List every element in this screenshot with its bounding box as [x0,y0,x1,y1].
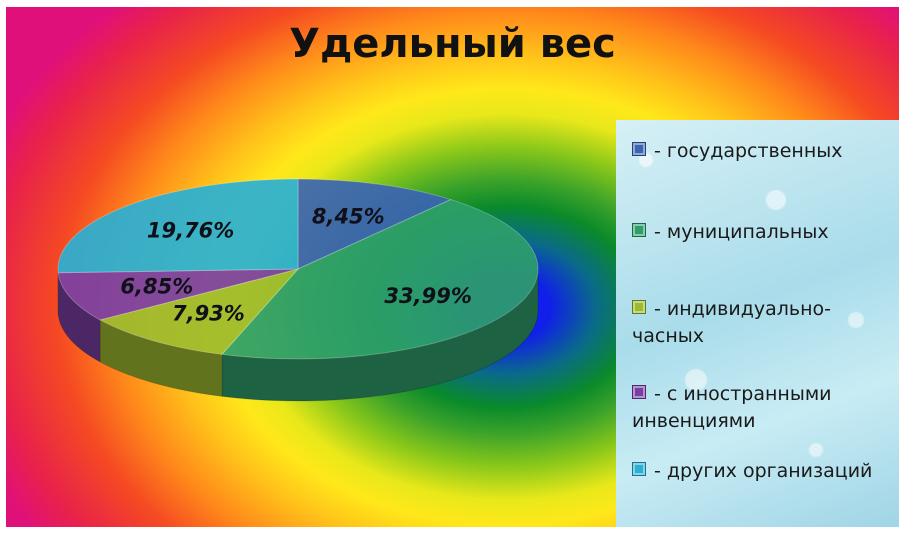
legend-swatch [632,223,646,237]
legend-item-individual: - индивидуально- часных [632,296,894,350]
legend: - государственных - муниципальных - инди… [616,120,899,527]
legend-swatch [632,462,646,476]
legend-swatch [632,142,646,156]
pie-slice-4 [57,178,299,274]
pie-label-3: 6,85% [120,275,193,299]
pie-tops [57,178,539,360]
legend-label: - муниципальных [654,221,829,243]
legend-item-municipal: - муниципальных [632,219,894,246]
legend-label-continued: часных [632,325,704,347]
pie-slice-2 [98,268,300,355]
legend-swatch [632,300,646,314]
legend-label: - государственных [654,140,843,162]
pie-label-1: 33,99% [384,284,471,308]
pie-slice-3 [57,268,299,321]
legend-label: - индивидуально- [654,298,831,320]
chart-area: Удельный вес 8,45% 33,99% 7,93% 6,85% 19,76%… [6,7,899,527]
legend-item-other: - других организаций [632,458,894,485]
pie-label-2: 7,93% [172,302,245,326]
legend-swatch [632,385,646,399]
pie-labels: 8,45% 33,99% 7,93% 6,85% 19,76% [120,204,471,325]
pie-slice-1 [220,199,539,360]
pie-slice-0 [297,178,453,270]
chart-title: Удельный вес [289,21,616,67]
legend-label-continued: инвенциями [632,410,756,432]
legend-item-state: - государственных [632,138,894,165]
pie-label-4: 19,76% [147,218,234,242]
pie-chart: 8,45% 33,99% 7,93% 6,85% 19,76% [57,178,539,402]
legend-label: - с иностранными [654,383,832,405]
legend-label: - других организаций [654,460,873,482]
pie-label-0: 8,45% [312,204,385,228]
legend-item-foreign: - с иностранными инвенциями [632,381,894,435]
pie-sides [57,268,539,402]
